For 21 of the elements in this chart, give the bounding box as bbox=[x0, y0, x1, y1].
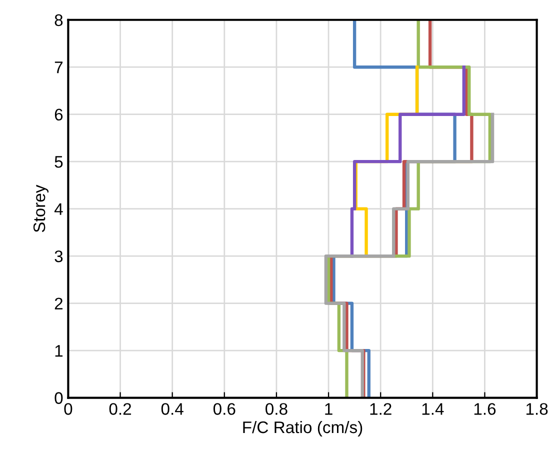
x-tick-label: 1.6 bbox=[474, 403, 496, 415]
x-tick-label: 1.4 bbox=[422, 403, 444, 415]
x-tick-label: 1 bbox=[325, 403, 332, 415]
x-tick-label: 1.8 bbox=[526, 403, 548, 415]
y-tick-label: 8 bbox=[54, 14, 63, 26]
y-tick-label: 7 bbox=[54, 62, 63, 74]
x-tick-label: 0 bbox=[64, 403, 72, 415]
x-tick-label: 0.8 bbox=[266, 403, 288, 415]
y-tick-label: 5 bbox=[54, 156, 63, 168]
x-axis-title: F/C Ratio (cm/s) bbox=[243, 420, 362, 436]
y-tick-label: 3 bbox=[54, 250, 63, 262]
y-axis-title: Storey bbox=[33, 184, 49, 232]
y-tick-label: 1 bbox=[55, 345, 63, 357]
x-tick-label: 0.2 bbox=[109, 403, 132, 415]
x-tick-label: 0.4 bbox=[161, 403, 184, 415]
x-tick-label: 1.2 bbox=[370, 403, 392, 415]
y-tick-label: 2 bbox=[54, 298, 63, 310]
x-tick-label: 0.6 bbox=[213, 403, 236, 415]
y-tick-label: 0 bbox=[54, 392, 63, 404]
y-tick-label: 6 bbox=[54, 108, 63, 121]
y-tick-label: 4 bbox=[54, 203, 63, 215]
